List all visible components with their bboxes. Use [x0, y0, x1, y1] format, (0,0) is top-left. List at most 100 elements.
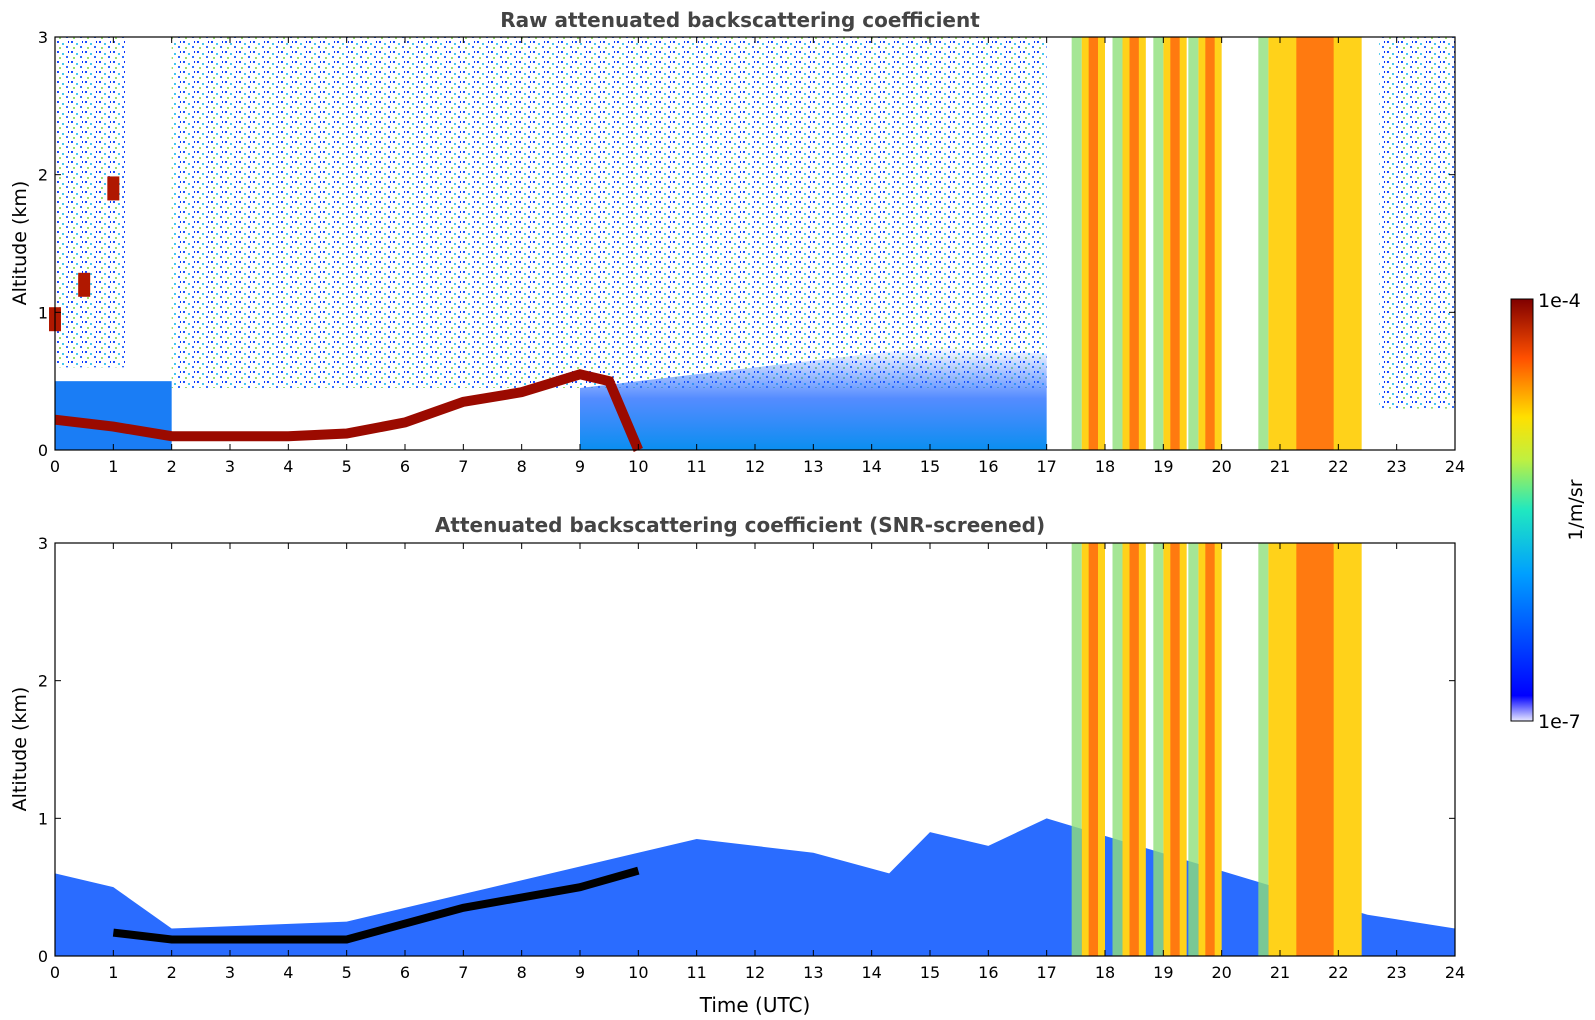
screened-aerosol-layer — [55, 818, 1455, 956]
x-tick-label: 16 — [978, 457, 998, 476]
y-tick-label: 0 — [38, 441, 48, 460]
boundary-layer-top — [54, 369, 643, 452]
x-tick-label: 7 — [458, 963, 468, 982]
near-surface-layer — [55, 381, 172, 450]
x-tick-label: 3 — [225, 457, 235, 476]
cloud-band-core — [1296, 37, 1334, 450]
y-tick-label: 1 — [38, 303, 48, 322]
x-tick-label: 14 — [861, 963, 881, 982]
screened-axes: 0 1 2 3 4 5 6 7 8 9 10 11 12 13 14 15 16 17 18 19 20 21 22 23 24… — [38, 534, 1465, 982]
x-tick-label: 5 — [342, 457, 352, 476]
x-tick-label: 17 — [1036, 457, 1056, 476]
low-cloud-patch — [78, 272, 91, 297]
x-tick-label: 9 — [575, 457, 585, 476]
raw-backscatter-heatmap — [49, 37, 1455, 452]
x-tick-label: 6 — [400, 457, 410, 476]
x-tick-label: 5 — [342, 963, 352, 982]
x-tick-label: 0 — [50, 963, 60, 982]
y-tick-label: 2 — [38, 672, 48, 691]
y-tick-label: 3 — [38, 534, 48, 553]
colorbar-unit-label: 1/m/sr — [1565, 479, 1587, 540]
x-tick-label: 15 — [920, 457, 940, 476]
x-tick-label: 23 — [1386, 457, 1406, 476]
x-tick-label: 9 — [575, 963, 585, 982]
x-tick-label: 21 — [1270, 457, 1290, 476]
x-tick-label: 12 — [745, 963, 765, 982]
x-tick-label: 1 — [108, 457, 118, 476]
raw-panel: Raw attenuated backscattering coefficien… — [9, 8, 1465, 476]
x-tick-label: 6 — [400, 963, 410, 982]
cloud-band-core — [1170, 543, 1180, 956]
screened-panel: Attenuated backscattering coefficient (S… — [9, 513, 1465, 982]
y-tick-label: 0 — [38, 947, 48, 966]
cloud-band-core — [1205, 543, 1215, 956]
cloud-band-edge — [1112, 37, 1123, 450]
x-tick-label: 19 — [1153, 963, 1173, 982]
cloud-band-core — [1088, 543, 1098, 956]
raw-axes: 0 1 2 3 4 5 6 7 8 9 10 11 12 13 14 15 16 17 18 19 20 21 22 23 24… — [38, 28, 1465, 476]
x-tick-label: 22 — [1328, 457, 1348, 476]
x-tick-label: 14 — [861, 457, 881, 476]
cloud-band-core — [1296, 543, 1334, 956]
x-tick-label: 10 — [628, 457, 648, 476]
colorbar-gradient — [1510, 298, 1534, 722]
y-tick-label: 2 — [38, 166, 48, 185]
x-tick-label: 19 — [1153, 457, 1173, 476]
colorbar-min-label: 1e-7 — [1538, 711, 1581, 733]
screened-backscatter-heatmap — [55, 543, 1455, 956]
x-tick-label: 22 — [1328, 963, 1348, 982]
x-tick-label: 17 — [1036, 963, 1056, 982]
cloud-band-edge — [1071, 37, 1082, 450]
x-tick-label: 18 — [1095, 457, 1115, 476]
cloud-band-edge — [1188, 37, 1199, 450]
cloud-band-edge — [1153, 543, 1164, 956]
cloud-band-edge — [1071, 543, 1082, 956]
x-tick-label: 24 — [1445, 963, 1465, 982]
cloud-band-edge — [1112, 543, 1123, 956]
x-tick-label: 20 — [1211, 457, 1231, 476]
x-tick-label: 24 — [1445, 457, 1465, 476]
boundary-layer-top — [112, 866, 640, 944]
background-noise — [1379, 37, 1455, 409]
cloud-band-core — [1170, 37, 1180, 450]
x-tick-label: 23 — [1386, 963, 1406, 982]
background-noise — [55, 37, 125, 368]
x-tick-label: 1 — [108, 963, 118, 982]
x-tick-label: 20 — [1211, 963, 1231, 982]
x-tick-label: 15 — [920, 963, 940, 982]
colorbar-max-label: 1e-4 — [1538, 290, 1581, 312]
colorbar: 1e-4 1e-7 1/m/sr — [1510, 290, 1587, 733]
x-tick-label: 18 — [1095, 963, 1115, 982]
cloud-band-edge — [1188, 543, 1199, 956]
x-tick-label: 2 — [167, 457, 177, 476]
background-noise — [171, 37, 1047, 389]
raw-y-axis-label: Altitude (km) — [9, 181, 31, 306]
x-tick-label: 13 — [803, 963, 823, 982]
x-tick-label: 7 — [458, 457, 468, 476]
x-tick-label: 16 — [978, 963, 998, 982]
aerosol-layer — [580, 346, 1047, 450]
x-tick-label: 21 — [1270, 963, 1290, 982]
screened-y-axis-label: Altitude (km) — [9, 687, 31, 812]
x-tick-label: 11 — [686, 963, 706, 982]
cloud-band-core — [1129, 37, 1139, 450]
screened-panel-title: Attenuated backscattering coefficient (S… — [435, 513, 1045, 537]
low-cloud-patch — [107, 176, 120, 201]
y-tick-label: 1 — [38, 809, 48, 828]
x-tick-label: 2 — [167, 963, 177, 982]
cloud-band-core — [1205, 37, 1215, 450]
x-tick-label: 13 — [803, 457, 823, 476]
cloud-band-edge — [1258, 37, 1269, 450]
x-tick-label: 4 — [283, 963, 293, 982]
x-tick-label: 11 — [686, 457, 706, 476]
x-tick-label: 10 — [628, 963, 648, 982]
x-tick-label: 8 — [517, 457, 527, 476]
cloud-band-edge — [1153, 37, 1164, 450]
x-tick-label: 3 — [225, 963, 235, 982]
raw-panel-title: Raw attenuated backscattering coefficien… — [500, 8, 980, 32]
cloud-band-edge — [1258, 543, 1269, 956]
x-tick-label: 0 — [50, 457, 60, 476]
x-tick-label: 12 — [745, 457, 765, 476]
cloud-band-core — [1088, 37, 1098, 450]
